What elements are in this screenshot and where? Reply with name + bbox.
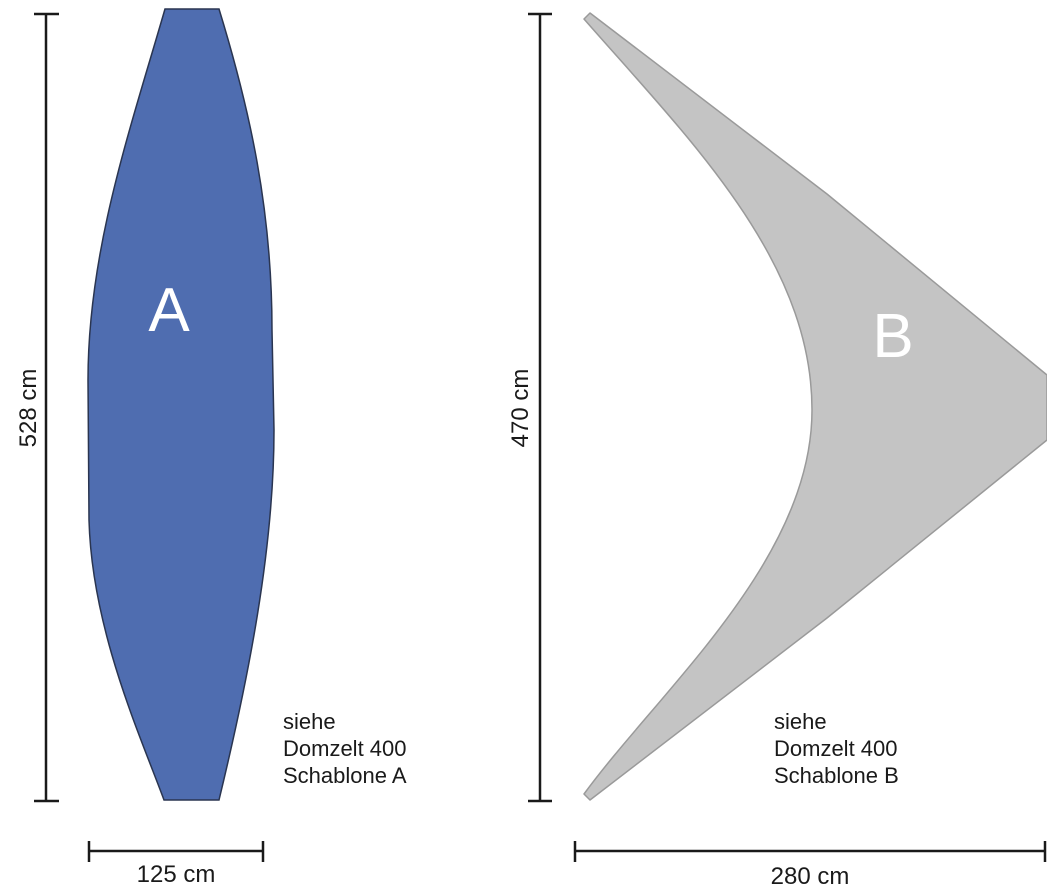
template-b-label: B	[872, 302, 913, 371]
width-dimension-a	[87, 841, 265, 862]
template-a-shape	[87, 8, 275, 801]
height-label-a: 528 cm	[15, 369, 42, 448]
template-a-label: A	[148, 276, 190, 345]
width-label-a: 125 cm	[137, 861, 216, 887]
note-b-line-2: Domzelt 400	[774, 736, 898, 761]
height-label-b: 470 cm	[507, 369, 534, 448]
note-b-line-1: siehe	[774, 709, 827, 734]
note-a-line-1: siehe	[283, 709, 336, 734]
note-a-line-3: Schablone A	[283, 763, 407, 788]
template-b-note: siehe Domzelt 400 Schablone B	[774, 708, 899, 789]
height-dimension-b	[528, 12, 552, 803]
note-a-line-2: Domzelt 400	[283, 736, 407, 761]
height-dimension-a	[34, 12, 59, 803]
width-dimension-b	[573, 841, 1047, 862]
template-a-note: siehe Domzelt 400 Schablone A	[283, 708, 407, 789]
note-b-line-3: Schablone B	[774, 763, 899, 788]
width-label-b: 280 cm	[771, 863, 850, 887]
template-b-shape	[583, 12, 1047, 801]
